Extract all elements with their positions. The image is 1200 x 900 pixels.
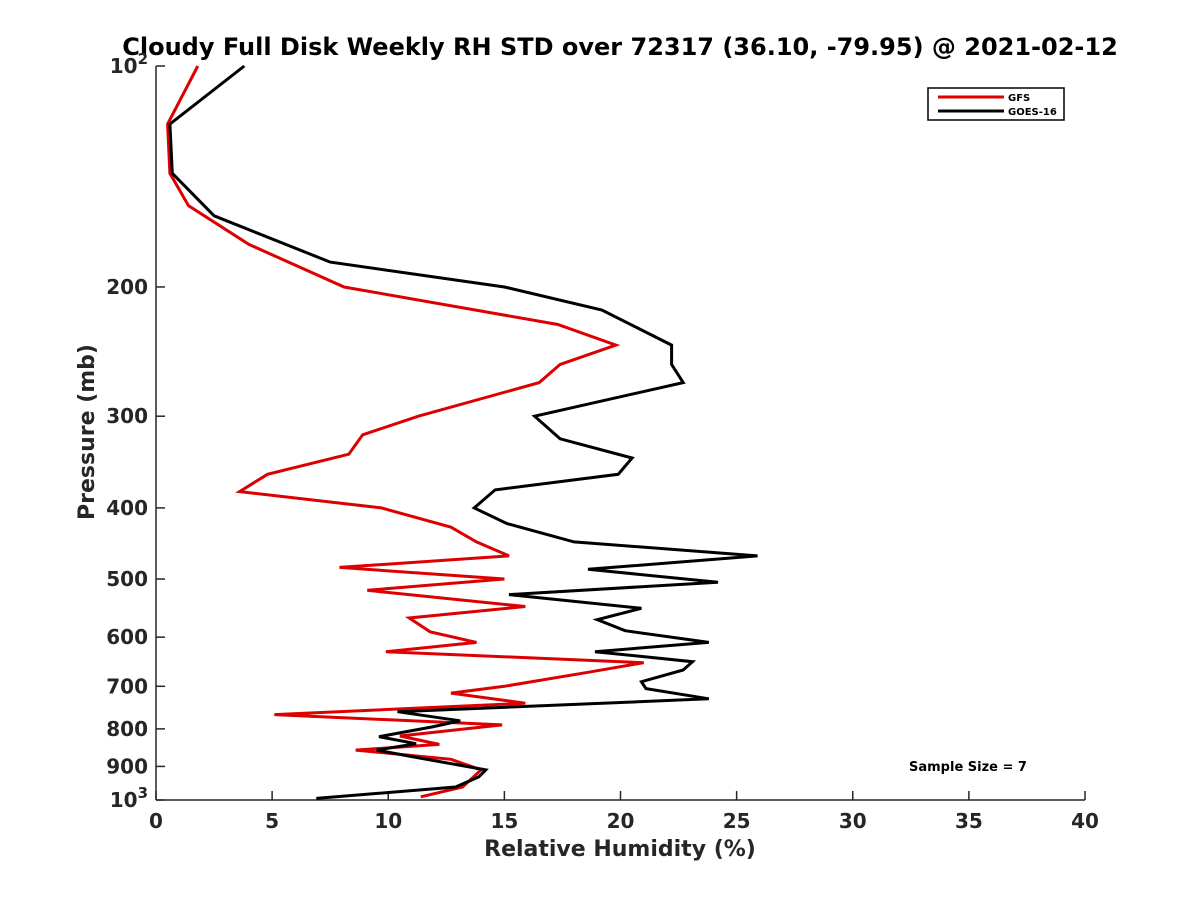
x-tick-label-0: 0 xyxy=(149,809,163,833)
legend-label-goes-16: GOES-16 xyxy=(1008,107,1057,118)
x-tick-label-25: 25 xyxy=(723,809,751,833)
y-axis-label: Pressure (mb) xyxy=(75,344,100,520)
plot-area: 0 5 10 15 20 25 30 35 40 102 200 300 400 500 600 700 800… xyxy=(106,50,1099,833)
x-axis-label: Relative Humidity (%) xyxy=(484,837,756,862)
legend-label-gfs: GFS xyxy=(1008,93,1030,104)
x-tick-label-15: 15 xyxy=(490,809,518,833)
x-tick-label-10: 10 xyxy=(374,809,402,833)
x-tick-label-35: 35 xyxy=(955,809,983,833)
chart-title: Cloudy Full Disk Weekly RH STD over 7231… xyxy=(122,33,1118,61)
series-line-gfs xyxy=(166,65,644,799)
sample-size-annotation: Sample Size = 7 xyxy=(909,760,1027,775)
y-tick-label-200: 200 xyxy=(106,275,148,299)
y-tick-label-900: 900 xyxy=(106,754,148,778)
y-tick-label-800: 800 xyxy=(106,717,148,741)
legend: GFS GOES-16 xyxy=(927,87,1065,121)
x-tick-label-20: 20 xyxy=(607,809,635,833)
y-tick-label-600: 600 xyxy=(106,625,148,649)
y-tick-label-400: 400 xyxy=(106,496,148,520)
y-tick-label-300: 300 xyxy=(106,404,148,428)
y-tick-label-500: 500 xyxy=(106,567,148,591)
y-tick-label-1000: 103 xyxy=(110,784,148,812)
y-tick-label-100: 102 xyxy=(110,50,148,78)
series-line-goes-16 xyxy=(168,64,758,800)
x-tick-label-5: 5 xyxy=(265,809,279,833)
legend-box xyxy=(927,87,1065,121)
y-tick-label-700: 700 xyxy=(106,674,148,698)
x-tick-label-30: 30 xyxy=(839,809,867,833)
x-tick-label-40: 40 xyxy=(1071,809,1099,833)
